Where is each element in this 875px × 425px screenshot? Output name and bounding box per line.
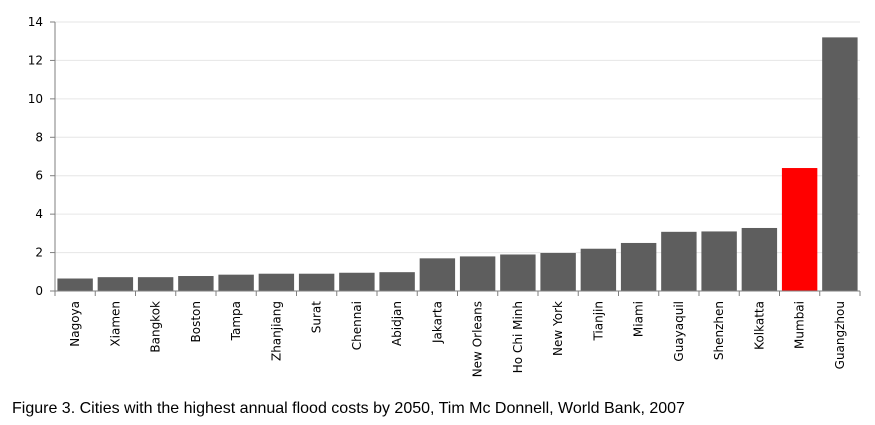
- x-tick-label: Mumbai: [793, 301, 807, 349]
- x-tick-label: Miami: [632, 301, 646, 337]
- bar-mumbai: [781, 168, 818, 291]
- bar-nagoya: [57, 278, 93, 291]
- x-axis: [54, 22, 861, 296]
- bar-kolkatta: [741, 227, 778, 291]
- x-tick-label: Chennai: [350, 301, 364, 350]
- bar-shenzhen: [701, 231, 737, 291]
- x-tick-label: Bangkok: [149, 301, 163, 353]
- gridlines: [55, 21, 860, 254]
- y-tick-label: 6: [35, 169, 43, 183]
- x-tick-label: Guayaquil: [672, 301, 686, 362]
- bar-tianjin: [580, 248, 617, 291]
- x-tick-label: Kolkatta: [752, 301, 766, 350]
- bar-chennai: [339, 272, 375, 291]
- y-tick-label: 10: [28, 92, 43, 106]
- bar-xiamen: [97, 277, 134, 291]
- bars: [57, 37, 858, 291]
- y-tick-label: 8: [35, 130, 43, 144]
- x-tick-label: Nagoya: [68, 301, 82, 347]
- bar-chart: 0 2 4 6 8 10 12 14 Nagoya Xiamen Bangkok Boston Tam…: [28, 15, 861, 378]
- x-tick-label: Ho Chi Minh: [511, 301, 525, 373]
- bar-abidjan: [379, 272, 415, 291]
- x-tick-label: New Orleans: [471, 301, 485, 377]
- x-tick-label: Tianjin: [591, 301, 605, 342]
- figure-caption: Figure 3. Cities with the highest annual…: [12, 400, 685, 417]
- x-tick-label: Jakarta: [430, 301, 444, 344]
- y-tick-label: 2: [35, 246, 43, 260]
- bar-bangkok: [137, 277, 174, 291]
- bar-new-orleans: [459, 256, 496, 291]
- bar-zhanjiang: [258, 273, 295, 291]
- y-axis-ticks: 0 2 4 6 8 10 12 14: [28, 15, 55, 298]
- x-tick-label: Abidjan: [390, 301, 404, 346]
- x-tick-label: Surat: [310, 301, 324, 334]
- x-axis-labels: Nagoya Xiamen Bangkok Boston Tampa Zhanjiang S…: [68, 301, 847, 378]
- x-tick-label: Tampa: [229, 301, 243, 341]
- x-tick-label: Boston: [189, 301, 203, 342]
- bar-jakarta: [419, 258, 456, 291]
- x-tick-label: Guangzhou: [833, 301, 847, 369]
- bar-surat: [298, 273, 335, 291]
- bar-ho-chi-minh: [500, 254, 536, 291]
- x-tick-label: New York: [551, 301, 565, 356]
- x-tick-label: Xiamen: [108, 301, 122, 347]
- bar-miami: [620, 242, 657, 291]
- bar-tampa: [218, 274, 254, 291]
- bar-guayaquil: [661, 231, 697, 291]
- bar-new-york: [540, 252, 576, 291]
- y-tick-label: 14: [28, 15, 43, 29]
- x-tick-label: Zhanjiang: [269, 301, 283, 361]
- y-tick-label: 0: [35, 284, 43, 298]
- bar-guangzhou: [822, 37, 858, 291]
- x-tick-label: Shenzhen: [712, 301, 726, 360]
- y-tick-label: 12: [28, 53, 43, 67]
- bar-boston: [178, 276, 214, 291]
- y-tick-label: 4: [35, 207, 43, 221]
